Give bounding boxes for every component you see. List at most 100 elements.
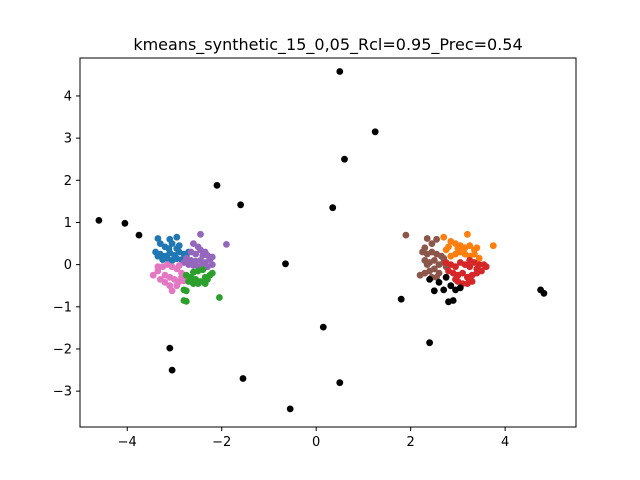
data-point <box>454 245 462 253</box>
data-point <box>445 243 452 251</box>
data-point <box>433 273 440 281</box>
data-point <box>121 219 129 227</box>
data-point <box>402 231 410 239</box>
data-point <box>433 235 440 243</box>
data-point <box>471 250 478 258</box>
data-point <box>336 379 344 387</box>
data-point <box>442 273 450 281</box>
data-point <box>489 242 497 250</box>
data-point <box>154 235 162 242</box>
data-point <box>187 248 195 256</box>
data-point <box>173 282 181 290</box>
data-point <box>466 263 474 271</box>
data-point <box>239 375 247 382</box>
data-point <box>197 230 204 238</box>
data-point <box>468 278 476 285</box>
data-point <box>447 252 455 260</box>
data-point <box>199 266 207 274</box>
data-point <box>286 405 294 413</box>
x-axis: −4 −2 0 2 4 <box>118 427 509 450</box>
data-point <box>154 252 162 260</box>
data-point <box>95 217 103 224</box>
data-point <box>223 241 230 248</box>
data-point <box>208 253 216 261</box>
data-point <box>464 230 471 238</box>
data-point <box>540 289 548 297</box>
y-tick-label: 0 <box>64 258 72 273</box>
x-tick-label: 2 <box>407 435 415 450</box>
data-point <box>149 271 157 279</box>
data-point <box>475 254 483 262</box>
data-point <box>135 231 143 239</box>
data-point <box>204 276 211 283</box>
x-tick-label: −4 <box>118 435 137 450</box>
data-point <box>194 280 202 287</box>
x-tick-label: −2 <box>212 435 231 450</box>
data-point <box>416 271 424 279</box>
data-point <box>449 297 457 304</box>
data-point <box>161 279 169 286</box>
y-tick-label: 1 <box>64 216 72 231</box>
chart-title: kmeans_synthetic_15_0,05_Rcl=0.95_Prec=0… <box>133 35 522 55</box>
data-point <box>452 263 459 271</box>
data-point <box>452 276 459 283</box>
data-point <box>166 282 174 290</box>
data-point <box>440 233 448 241</box>
data-point <box>208 269 216 277</box>
data-point <box>165 245 173 253</box>
data-point <box>423 261 431 268</box>
data-point <box>473 265 481 273</box>
y-tick-label: −3 <box>53 385 72 400</box>
data-point <box>428 240 436 248</box>
data-point <box>237 201 245 209</box>
data-point <box>341 155 348 163</box>
data-point <box>173 245 181 253</box>
y-axis: −3 −2 −1 0 1 2 3 4 <box>53 89 80 400</box>
data-point <box>199 252 207 259</box>
data-point <box>154 263 162 271</box>
data-point <box>213 182 221 189</box>
data-point <box>426 276 433 283</box>
series-3 <box>180 266 223 305</box>
data-point <box>190 280 197 287</box>
data-point <box>430 257 438 264</box>
y-tick-label: −1 <box>53 300 72 315</box>
x-tick-label: 0 <box>312 435 320 450</box>
data-point <box>473 244 481 252</box>
series-6 <box>442 257 490 287</box>
series-5 <box>440 230 497 262</box>
data-point <box>336 68 344 75</box>
data-point <box>423 235 431 242</box>
y-tick-label: 3 <box>64 132 72 147</box>
series-7 <box>95 68 548 413</box>
data-point <box>440 286 448 294</box>
series-2 <box>149 261 188 295</box>
data-point <box>426 339 433 347</box>
data-point <box>182 297 190 305</box>
data-point <box>371 128 379 136</box>
data-point <box>168 240 176 248</box>
data-point <box>173 233 181 241</box>
data-point <box>175 262 183 269</box>
data-point <box>466 242 474 250</box>
data-point <box>282 260 289 268</box>
y-tick-label: −2 <box>53 342 72 357</box>
data-point <box>456 284 464 292</box>
data-point <box>216 294 223 301</box>
data-point <box>482 263 490 271</box>
data-point <box>447 282 455 290</box>
scatter-marks <box>95 68 548 413</box>
data-point <box>459 269 466 277</box>
data-point <box>319 323 327 331</box>
data-point <box>166 344 174 352</box>
data-point <box>466 257 474 264</box>
y-tick-label: 2 <box>64 174 72 189</box>
data-point <box>397 295 405 303</box>
data-point <box>168 287 176 295</box>
data-point <box>435 279 443 286</box>
y-tick-label: 4 <box>64 89 72 104</box>
data-point <box>182 287 190 295</box>
data-point <box>430 287 438 295</box>
x-tick-label: 4 <box>501 435 509 450</box>
